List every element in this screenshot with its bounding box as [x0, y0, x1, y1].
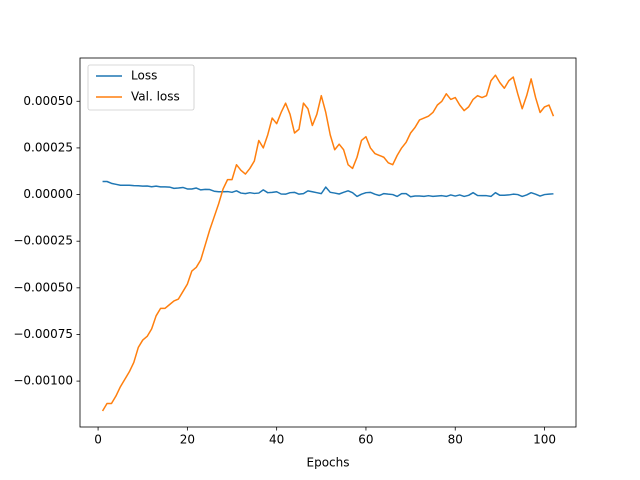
x-tick-label: 40	[269, 433, 284, 447]
x-tick-label: 20	[180, 433, 195, 447]
y-tick-label: −0.00050	[13, 280, 73, 294]
x-axis-label: Epochs	[307, 456, 350, 470]
y-tick-label: −0.00100	[13, 374, 73, 388]
x-tick-label: 60	[358, 433, 373, 447]
plot-frame	[79, 57, 577, 428]
legend-label: Val. loss	[131, 90, 180, 104]
series-line	[101, 74, 555, 412]
y-tick-label: 0.00000	[23, 187, 73, 201]
series-line	[102, 180, 554, 198]
y-tick-label: −0.00025	[13, 234, 73, 248]
y-tick-label: 0.00025	[23, 140, 73, 154]
y-tick-label: −0.00075	[13, 327, 73, 341]
legend-label: Loss	[131, 69, 157, 83]
x-tick-label: 100	[533, 433, 556, 447]
x-tick-label: 0	[94, 433, 102, 447]
y-tick-label: 0.00050	[23, 94, 73, 108]
x-tick-label: 80	[448, 433, 463, 447]
